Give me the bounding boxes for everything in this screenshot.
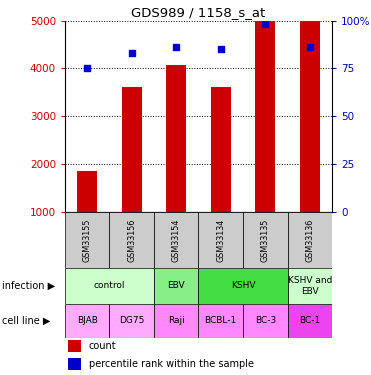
Bar <box>109 304 154 338</box>
Bar <box>288 268 332 304</box>
Bar <box>122 87 142 212</box>
Bar <box>154 212 198 268</box>
Text: GSM33155: GSM33155 <box>83 218 92 262</box>
Bar <box>65 212 109 268</box>
Text: GSM33135: GSM33135 <box>261 218 270 262</box>
Title: GDS989 / 1158_s_at: GDS989 / 1158_s_at <box>131 6 266 20</box>
Text: Raji: Raji <box>168 316 185 325</box>
Bar <box>109 212 154 268</box>
Text: GSM33134: GSM33134 <box>216 218 225 262</box>
Text: GSM33136: GSM33136 <box>305 218 314 262</box>
Text: GSM33156: GSM33156 <box>127 218 136 262</box>
Text: percentile rank within the sample: percentile rank within the sample <box>89 359 254 369</box>
Bar <box>166 64 186 212</box>
Bar <box>198 304 243 338</box>
Text: GSM33154: GSM33154 <box>172 218 181 262</box>
Bar <box>211 87 231 212</box>
Bar <box>154 268 198 304</box>
Bar <box>65 304 109 338</box>
Text: BCBL-1: BCBL-1 <box>205 316 237 325</box>
Point <box>84 65 90 71</box>
Point <box>262 21 268 27</box>
Text: BC-1: BC-1 <box>299 316 321 325</box>
Bar <box>243 304 288 338</box>
Bar <box>198 212 243 268</box>
Text: infection ▶: infection ▶ <box>2 281 55 291</box>
Text: BC-3: BC-3 <box>255 316 276 325</box>
Text: cell line ▶: cell line ▶ <box>2 316 50 326</box>
Bar <box>288 212 332 268</box>
Bar <box>243 212 288 268</box>
Text: BJAB: BJAB <box>77 316 98 325</box>
Bar <box>300 21 320 212</box>
Text: count: count <box>89 341 116 351</box>
Bar <box>198 268 288 304</box>
Point <box>173 44 179 50</box>
Bar <box>154 304 198 338</box>
Bar <box>65 268 154 304</box>
Text: KSHV: KSHV <box>231 281 255 290</box>
Bar <box>288 304 332 338</box>
Text: DG75: DG75 <box>119 316 144 325</box>
Bar <box>77 171 97 212</box>
Bar <box>68 340 81 352</box>
Point <box>129 50 135 56</box>
Point <box>307 44 313 50</box>
Bar <box>255 21 275 212</box>
Text: KSHV and
EBV: KSHV and EBV <box>288 276 332 296</box>
Text: EBV: EBV <box>167 281 185 290</box>
Point <box>218 46 224 53</box>
Bar <box>68 358 81 370</box>
Text: control: control <box>94 281 125 290</box>
